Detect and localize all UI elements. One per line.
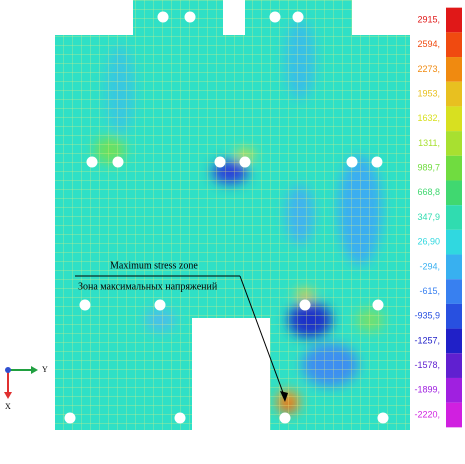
annotation: Maximum stress zone Зона максимальных на…	[75, 260, 288, 402]
column	[346, 156, 358, 168]
column	[157, 11, 169, 23]
legend-label: -1257,	[414, 335, 440, 345]
legend-label: 26,90	[417, 237, 440, 247]
annotation-en: Maximum stress zone	[110, 260, 198, 271]
column	[174, 412, 186, 424]
x-arrow	[4, 392, 12, 399]
legend-label: 989,7	[417, 163, 440, 173]
legend-swatch	[446, 131, 462, 156]
axis-icon: Y X	[4, 365, 48, 411]
legend-swatch	[446, 402, 462, 428]
legend: 2915, 2594, 2273, 1953, 1632, 1311, 989,7 668,8…	[414, 7, 462, 428]
legend-label: 1953,	[417, 88, 440, 98]
arrow-line	[239, 275, 286, 399]
legend-swatch	[446, 7, 462, 33]
column	[269, 11, 281, 23]
column	[371, 156, 383, 168]
column	[377, 412, 389, 424]
legend-swatch	[446, 155, 462, 181]
legend-label: 2273,	[417, 64, 440, 74]
origin	[5, 367, 11, 373]
column	[239, 156, 251, 168]
legend-label: 1311,	[418, 138, 440, 148]
legend-swatch	[446, 377, 462, 403]
legend-label: 2915,	[417, 14, 440, 24]
y-arrow	[31, 366, 38, 374]
x-label: X	[5, 402, 11, 411]
column	[372, 299, 384, 311]
legend-label: 668,8	[417, 187, 440, 197]
legend-swatch	[446, 106, 462, 132]
legend-swatch	[446, 353, 462, 378]
column	[112, 156, 124, 168]
legend-label: 1632,	[417, 113, 440, 123]
column	[64, 412, 76, 424]
column	[86, 156, 98, 168]
legend-label: -935,9	[414, 311, 440, 321]
legend-swatch	[446, 229, 462, 255]
column	[184, 11, 196, 23]
column	[154, 299, 166, 311]
legend-swatch	[446, 81, 462, 107]
y-label: Y	[42, 365, 48, 374]
legend-label: 347,9	[417, 212, 440, 222]
legend-swatch	[446, 279, 462, 304]
column	[292, 11, 304, 23]
column	[214, 156, 226, 168]
legend-label: -615,	[419, 286, 440, 296]
legend-label: -1578,	[414, 360, 440, 370]
legend-swatch	[446, 180, 462, 206]
legend-swatch	[446, 205, 462, 230]
column	[299, 299, 311, 311]
legend-label: -1899,	[414, 385, 440, 395]
legend-label: -2220,	[414, 409, 440, 419]
legend-label: 2594,	[417, 39, 440, 49]
legend-swatch	[446, 32, 462, 58]
legend-swatch	[446, 57, 462, 82]
arrow-head	[280, 391, 288, 402]
columns	[64, 11, 389, 424]
column	[79, 299, 91, 311]
legend-swatch	[446, 254, 462, 280]
annotation-ru: Зона максимальных напряжений	[78, 281, 218, 292]
legend-swatch	[446, 303, 462, 329]
legend-swatch	[446, 328, 462, 354]
legend-label: -294,	[419, 261, 440, 271]
column	[279, 412, 291, 424]
